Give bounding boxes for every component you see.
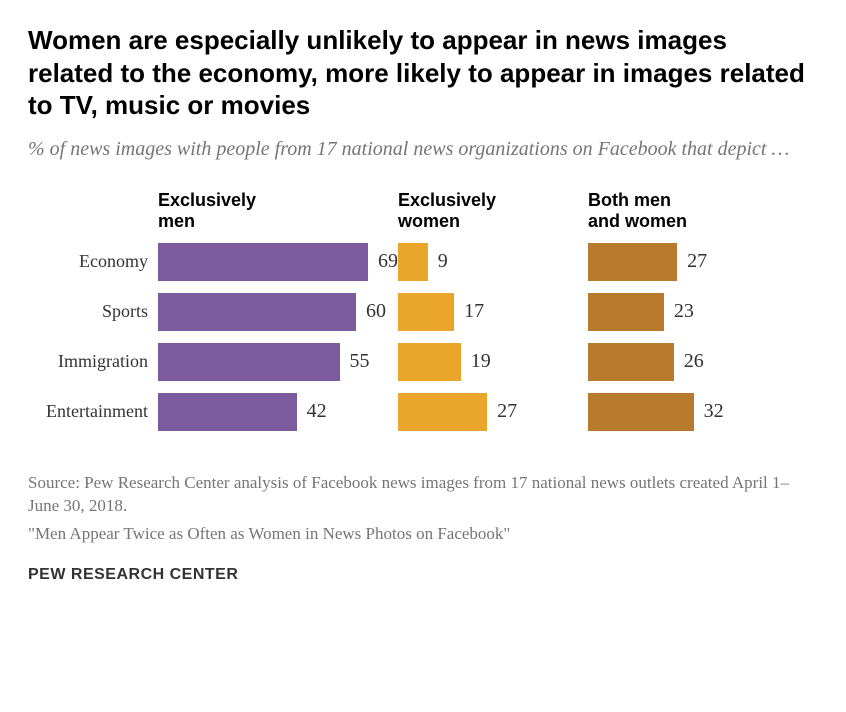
source-note-2: "Men Appear Twice as Often as Women in N… [28,522,818,546]
chart-title: Women are especially unlikely to appear … [28,24,818,122]
bar [588,343,674,381]
bar [158,393,297,431]
bar [588,243,677,281]
bar-value: 19 [461,350,491,373]
column-headers: ExclusivelymenExclusivelywomenBoth menan… [28,190,818,233]
bar-value: 26 [674,350,704,373]
row-label: Sports [28,301,158,322]
bar [588,293,664,331]
bar-group: 69 [158,243,398,281]
bar-group: 23 [588,293,778,331]
row-label: Immigration [28,351,158,372]
bar-group: 9 [398,243,588,281]
bar-value: 9 [428,250,448,273]
bar-group: 27 [588,243,778,281]
bar [158,293,356,331]
bar-value: 27 [487,400,517,423]
bar [398,393,487,431]
bar [588,393,694,431]
bar [398,243,428,281]
chart-row: Immigration 55 19 26 [28,343,818,381]
footer-brand: PEW RESEARCH CENTER [28,566,818,584]
bar [158,343,340,381]
bar [398,293,454,331]
bar-value: 69 [368,250,398,273]
chart-area: ExclusivelymenExclusivelywomenBoth menan… [28,190,818,431]
chart-subtitle: % of news images with people from 17 nat… [28,136,818,162]
bar-group: 32 [588,393,778,431]
bar-value: 55 [340,350,370,373]
bar-group: 17 [398,293,588,331]
bar [398,343,461,381]
column-header: Exclusivelywomen [398,190,588,233]
bar-value: 60 [356,300,386,323]
bar-value: 42 [297,400,327,423]
bar-group: 60 [158,293,398,331]
row-label: Economy [28,251,158,272]
bar-value: 32 [694,400,724,423]
bar-group: 55 [158,343,398,381]
bar-group: 42 [158,393,398,431]
bar [158,243,368,281]
row-label-spacer [28,190,158,233]
bar-value: 17 [454,300,484,323]
source-note-1: Source: Pew Research Center analysis of … [28,471,818,519]
bar-value: 23 [664,300,694,323]
chart-row: Economy 69 9 27 [28,243,818,281]
row-label: Entertainment [28,401,158,422]
chart-row: Sports 60 17 23 [28,293,818,331]
column-header: Both menand women [588,190,778,233]
column-header: Exclusivelymen [158,190,398,233]
bar-group: 19 [398,343,588,381]
chart-row: Entertainment 42 27 32 [28,393,818,431]
bar-value: 27 [677,250,707,273]
bar-group: 26 [588,343,778,381]
bar-group: 27 [398,393,588,431]
